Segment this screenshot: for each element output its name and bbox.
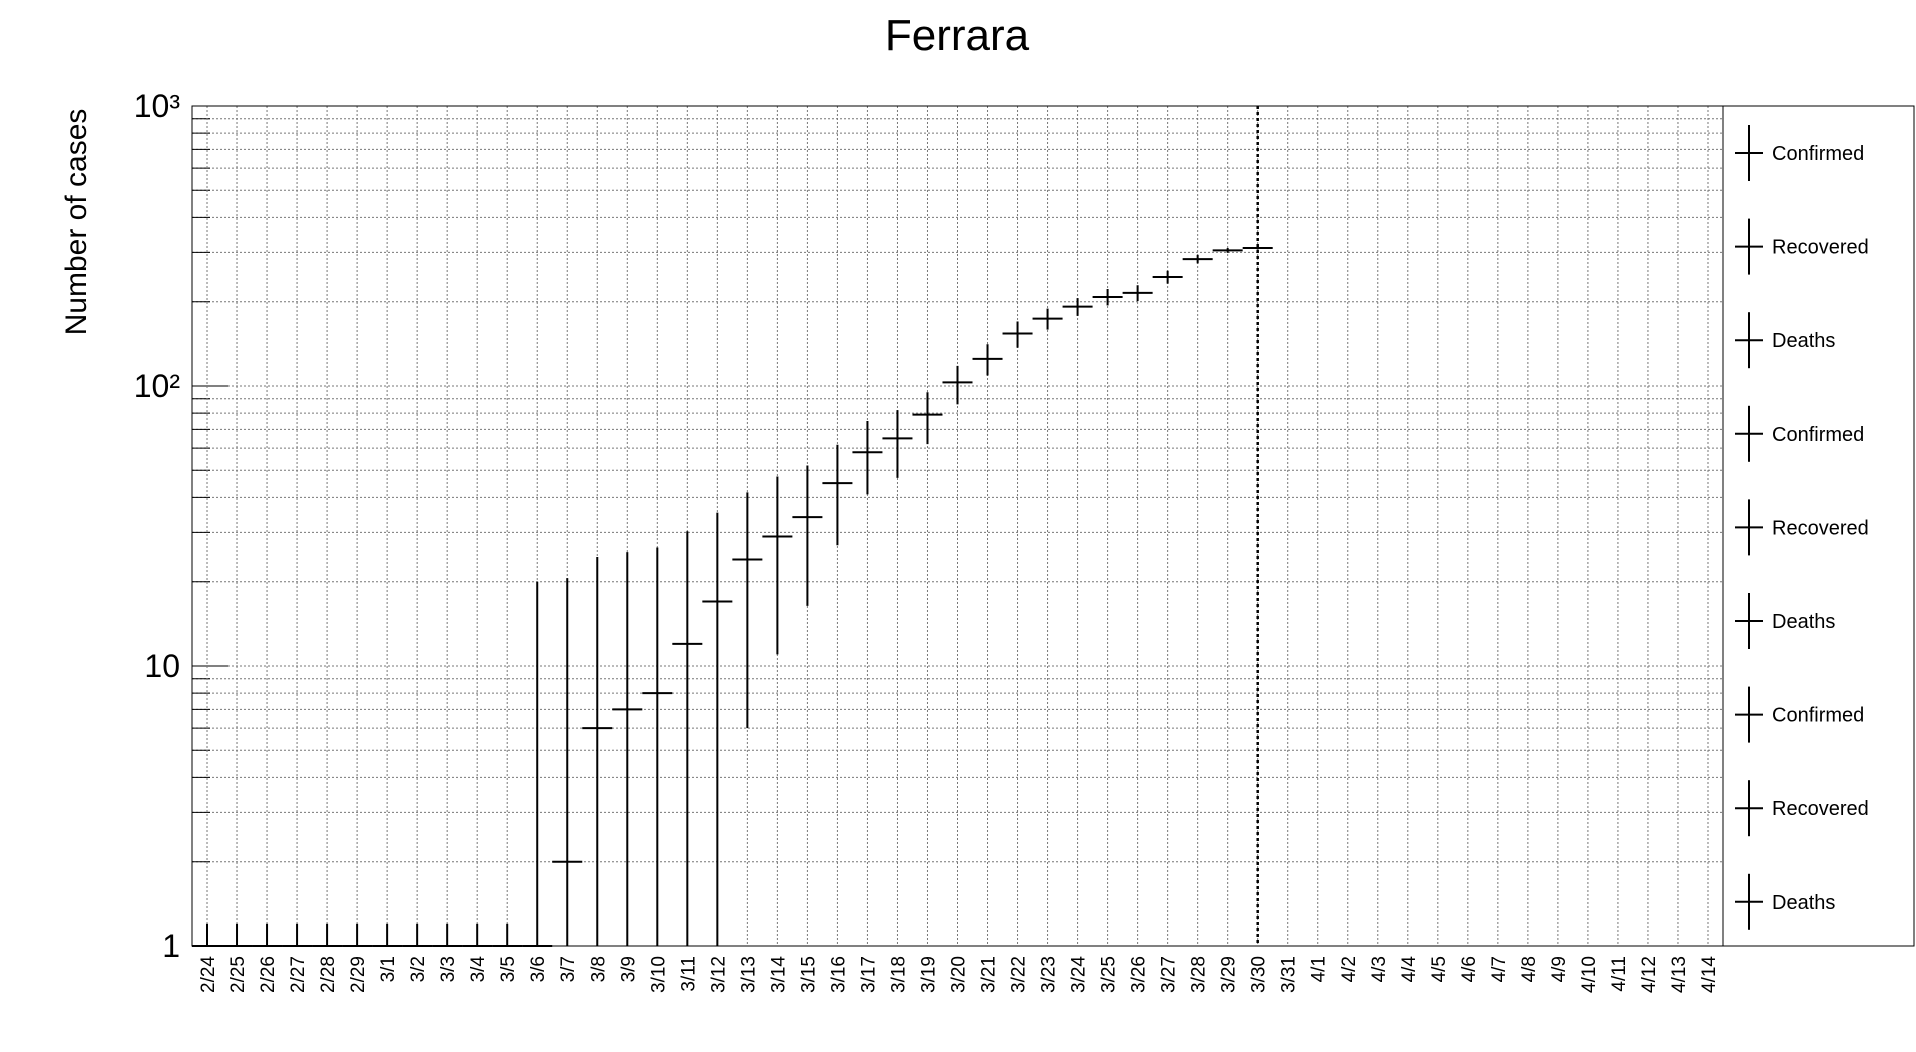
legend-label: Confirmed [1772, 424, 1864, 446]
x-tick-label: 4/8 [1519, 956, 1540, 982]
x-tick-label: 2/24 [198, 956, 219, 993]
legend-label: Confirmed [1772, 143, 1864, 165]
x-tick-label: 4/1 [1309, 956, 1330, 982]
legend-label: Deaths [1772, 892, 1835, 914]
x-tick-label: 3/10 [648, 956, 669, 993]
x-tick-label: 3/2 [408, 956, 429, 982]
y-tick-label: 1 [162, 928, 180, 964]
x-tick-label: 4/4 [1399, 956, 1420, 983]
x-tick-label: 4/13 [1669, 956, 1690, 993]
x-tick-label: 3/4 [468, 956, 489, 983]
y-tick-label: 10 [144, 648, 180, 684]
x-tick-label: 4/7 [1489, 956, 1510, 982]
y-axis-label: Number of cases [60, 109, 93, 336]
chart-title: Ferrara [885, 11, 1030, 60]
x-tick-label: 4/11 [1609, 956, 1630, 992]
x-tick-label: 2/29 [348, 956, 369, 993]
x-tick-label: 4/10 [1579, 956, 1600, 993]
legend-label: Confirmed [1772, 705, 1864, 727]
x-tick-label: 3/20 [949, 956, 970, 993]
plot-frame [191, 105, 1724, 947]
y-tick-label: 10³ [134, 88, 181, 124]
x-tick-label: 3/5 [498, 956, 519, 982]
x-tick-label: 3/8 [588, 956, 609, 982]
x-tick-label: 3/12 [708, 956, 729, 993]
x-tick-label: 3/26 [1129, 956, 1150, 993]
x-tick-label: 3/6 [528, 956, 549, 982]
x-tick-label: 2/27 [288, 956, 309, 993]
x-tick-label: 3/24 [1069, 956, 1090, 993]
x-tick-label: 3/19 [918, 956, 939, 993]
legend-label: Recovered [1772, 798, 1869, 820]
x-tick-label: 4/9 [1549, 956, 1570, 982]
x-tick-label: 3/17 [858, 956, 879, 993]
legend-label: Deaths [1772, 330, 1835, 352]
x-tick-label: 2/26 [258, 956, 279, 993]
x-tick-label: 3/28 [1189, 956, 1210, 993]
x-tick-label: 4/6 [1459, 956, 1480, 982]
x-tick-label: 3/13 [738, 956, 759, 993]
x-tick-label: 2/25 [228, 956, 249, 993]
x-tick-label: 4/12 [1639, 956, 1660, 993]
x-tick-label: 3/1 [378, 956, 399, 982]
x-tick-label: 3/30 [1249, 956, 1270, 993]
x-tick-label: 3/14 [768, 956, 789, 993]
x-tick-label: 4/5 [1429, 956, 1450, 982]
x-tick-label: 3/27 [1159, 956, 1180, 993]
x-tick-label: 4/14 [1699, 956, 1720, 993]
x-tick-label: 3/11 [678, 956, 699, 992]
x-tick-label: 3/29 [1219, 956, 1240, 993]
legend-label: Deaths [1772, 611, 1835, 633]
x-tick-label: 3/31 [1279, 956, 1300, 993]
x-tick-label: 3/16 [828, 956, 849, 993]
legend-label: Recovered [1772, 517, 1869, 539]
x-tick-label: 3/3 [438, 956, 459, 982]
x-tick-label: 3/7 [558, 956, 579, 982]
x-tick-label: 4/2 [1339, 956, 1360, 982]
x-tick-label: 3/22 [1009, 956, 1030, 993]
x-tick-label: 3/25 [1099, 956, 1120, 993]
x-tick-label: 3/15 [798, 956, 819, 993]
x-tick-label: 3/18 [888, 956, 909, 993]
x-tick-label: 3/23 [1039, 956, 1060, 993]
x-tick-label: 3/9 [618, 956, 639, 982]
legend-label: Recovered [1772, 237, 1869, 259]
y-tick-label: 10² [134, 368, 181, 404]
x-tick-label: 3/21 [979, 956, 1000, 993]
x-tick-label: 4/3 [1369, 956, 1390, 982]
x-tick-label: 2/28 [318, 956, 339, 993]
